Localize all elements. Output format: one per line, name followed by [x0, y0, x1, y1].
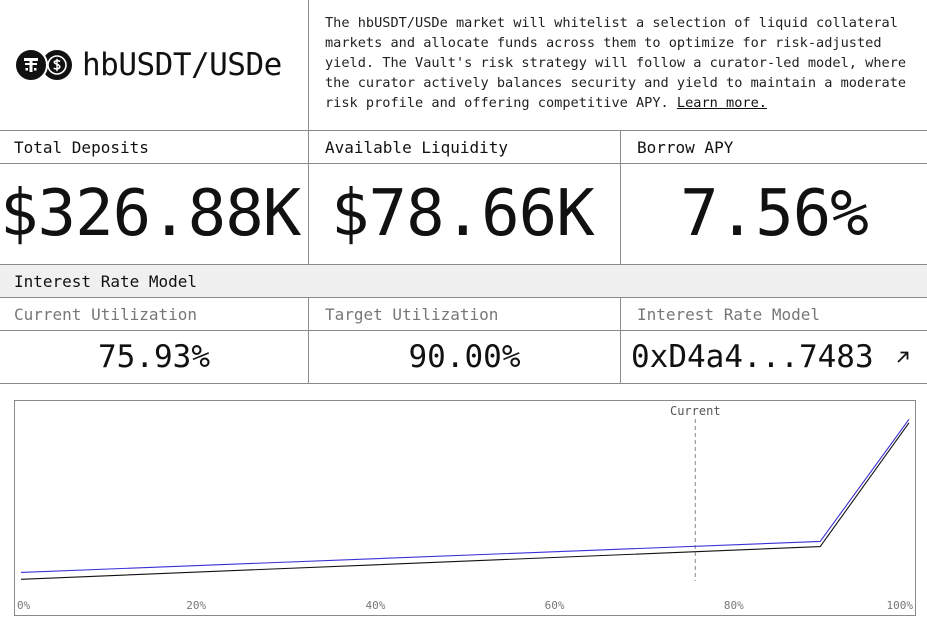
available-liquidity-label: Available Liquidity — [309, 131, 621, 163]
interest-rate-model-address-cell: 0xD4a4...7483 — [621, 331, 927, 383]
x-tick-label: 80% — [724, 599, 744, 612]
stats-labels-row: Total Deposits Available Liquidity Borro… — [0, 131, 927, 164]
irm-values-row: 75.93% 90.00% 0xD4a4...7483 — [0, 331, 927, 384]
interest-rate-model-section-title: Interest Rate Model — [0, 265, 927, 298]
interest-rate-model-label: Interest Rate Model — [637, 305, 821, 324]
x-tick-label: 60% — [545, 599, 565, 612]
token-pair-icons — [14, 48, 76, 82]
stats-values-row: $326.88K $78.66K 7.56% — [0, 164, 927, 265]
interest-rate-chart-svg: Current 0% 20% 40% 60% 80% 100% — [17, 404, 914, 612]
tether-icon — [14, 48, 48, 82]
market-header: hbUSDT/USDe The hbUSDT/USDe market will … — [0, 0, 927, 131]
target-utilization-label: Target Utilization — [309, 298, 621, 330]
market-title: hbUSDT/USDe — [82, 47, 282, 83]
x-tick-label: 40% — [365, 599, 385, 612]
total-deposits-label: Total Deposits — [0, 131, 309, 163]
borrow-apy-label: Borrow APY — [637, 138, 734, 157]
current-utilization-label: Current Utilization — [0, 298, 309, 330]
current-utilization-marker-label: Current — [670, 404, 721, 418]
rate-curve-line-2 — [20, 422, 910, 580]
learn-more-link[interactable]: Learn more. — [676, 95, 767, 111]
total-deposits-value: $326.88K — [0, 164, 309, 264]
interest-rate-model-address[interactable]: 0xD4a4...7483 — [631, 339, 874, 375]
borrow-apy-value: 7.56% — [680, 177, 869, 251]
current-utilization-value: 75.93% — [0, 331, 309, 383]
market-brand: hbUSDT/USDe — [0, 0, 309, 130]
x-tick-label: 0% — [17, 599, 31, 612]
x-tick-label: 100% — [887, 599, 914, 612]
market-description: The hbUSDT/USDe market will whitelist a … — [325, 13, 920, 113]
available-liquidity-value: $78.66K — [309, 164, 621, 264]
external-arrow-icon[interactable] — [896, 350, 910, 364]
target-utilization-value: 90.00% — [309, 331, 621, 383]
interest-rate-chart: Current 0% 20% 40% 60% 80% 100% — [14, 400, 916, 616]
market-description-text: The hbUSDT/USDe market will whitelist a … — [325, 15, 907, 111]
rate-curve-line-1 — [20, 418, 910, 573]
irm-labels-row: Current Utilization Target Utilization I… — [0, 298, 927, 331]
x-tick-label: 20% — [186, 599, 206, 612]
